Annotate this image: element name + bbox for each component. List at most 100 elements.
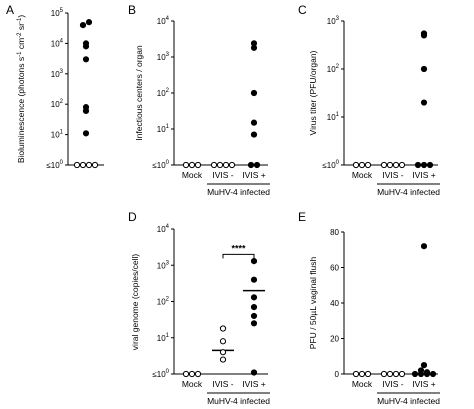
y-tick-label: 102 <box>51 99 64 109</box>
y-tick-label: 80 <box>330 228 339 237</box>
data-point <box>386 161 394 169</box>
data-point <box>420 99 428 106</box>
y-tick-label: 101 <box>157 333 170 343</box>
data-point <box>82 130 90 137</box>
data-point <box>250 312 258 320</box>
y-tick-label: 103 <box>157 260 170 270</box>
data-point <box>411 370 419 378</box>
data-point <box>380 161 388 169</box>
data-point <box>250 119 258 126</box>
y-tick-label: 103 <box>157 52 170 62</box>
group-label: MuHV-4 infected <box>377 187 440 197</box>
data-point <box>250 44 258 51</box>
y-tick-label: ≤100 <box>152 160 169 170</box>
y-tick-label: 101 <box>327 112 340 122</box>
panel-c: C ≤100 101 102 103 Virus titer (PFU/organ) Moc… <box>298 3 440 197</box>
data-point <box>85 19 93 26</box>
data-point <box>420 362 428 369</box>
y-tick-label: ≤100 <box>152 369 169 379</box>
data-point <box>250 320 258 327</box>
data-point <box>182 161 190 169</box>
y-axis-label: Bioluminescence (photons s-1 cm-2 sr-1) <box>16 15 26 164</box>
data-point <box>82 56 90 63</box>
data-point <box>228 161 236 169</box>
data-point <box>219 338 227 345</box>
data-point <box>222 161 230 169</box>
data-point <box>182 370 190 378</box>
data-point <box>250 131 258 138</box>
data-point <box>358 370 366 378</box>
panel-letter: D <box>128 210 137 224</box>
data-point <box>420 161 428 169</box>
panel-letter: E <box>298 210 306 224</box>
data-point <box>364 161 372 169</box>
data-point <box>79 21 87 29</box>
data-point <box>188 370 196 378</box>
panel-letter: C <box>298 3 307 17</box>
x-category-label: IVIS - <box>212 170 233 180</box>
data-point <box>219 356 227 363</box>
data-point <box>392 370 400 378</box>
y-tick-label: 20 <box>330 335 339 344</box>
x-category-label: IVIS + <box>412 379 435 389</box>
y-tick-label: 103 <box>327 16 340 26</box>
x-category-label: Mock <box>352 170 373 180</box>
data-point <box>250 294 258 301</box>
data-point <box>386 370 394 378</box>
x-category-label: Mock <box>182 170 203 180</box>
x-category-label: IVIS + <box>242 170 265 180</box>
data-point <box>194 161 202 169</box>
x-category-label: IVIS - <box>212 379 233 389</box>
data-point <box>91 161 99 169</box>
y-axis-label: Infectious centers / organ <box>134 45 144 141</box>
x-category-label: IVIS + <box>242 379 265 389</box>
y-tick-label: 102 <box>157 297 170 307</box>
group-label: MuHV-4 infected <box>377 396 440 406</box>
panel-b: B ≤100 101 102 103 104 Infectious centers / or… <box>128 3 270 197</box>
data-point <box>420 65 428 73</box>
panel-a: A ≤100 101 102 103 104 105 Bioluminescence (pho… <box>6 3 104 170</box>
data-point <box>210 161 218 169</box>
panel-e: E 0 20 40 60 80 PFU / 50µL vaginal flush Mock IV… <box>298 210 440 406</box>
data-point <box>352 370 360 378</box>
data-point <box>429 370 437 378</box>
data-point <box>250 304 258 311</box>
y-tick-label: ≤100 <box>322 160 339 170</box>
data-point <box>392 161 400 169</box>
significance-label: **** <box>231 243 246 253</box>
data-point <box>250 258 258 265</box>
data-point <box>250 276 258 283</box>
y-tick-label: 102 <box>327 64 340 74</box>
data-point <box>423 370 431 378</box>
y-tick-label: 105 <box>51 8 64 18</box>
data-point <box>420 30 428 37</box>
data-point <box>414 161 422 169</box>
x-category-label: IVIS + <box>412 170 435 180</box>
x-category-label: Mock <box>352 379 373 389</box>
data-point <box>250 369 258 376</box>
panel-d: D ≤100 101 102 103 104 viral genome (copies/ce… <box>128 210 270 406</box>
group-label: MuHV-4 infected <box>207 396 270 406</box>
data-point <box>73 161 81 169</box>
y-tick-label: 40 <box>330 299 339 308</box>
y-tick-label: 104 <box>157 16 170 26</box>
x-category-label: IVIS - <box>382 379 403 389</box>
data-point <box>364 370 372 378</box>
data-point <box>253 161 261 169</box>
group-label: MuHV-4 infected <box>207 187 270 197</box>
data-point <box>85 161 93 169</box>
panel-letter: A <box>6 3 14 17</box>
data-point <box>250 89 258 97</box>
y-axis-label: viral genome (copies/cell) <box>130 254 140 351</box>
y-tick-label: 101 <box>51 130 64 140</box>
y-tick-label: 103 <box>51 69 64 79</box>
y-tick-label: ≤100 <box>46 160 63 170</box>
data-point <box>219 325 227 332</box>
data-point <box>82 107 90 115</box>
y-tick-label: 104 <box>157 224 170 234</box>
data-point <box>352 161 360 169</box>
y-axis-label: PFU / 50µL vaginal flush <box>308 256 318 349</box>
panel-letter: B <box>128 3 136 17</box>
y-tick-label: 101 <box>157 124 170 134</box>
